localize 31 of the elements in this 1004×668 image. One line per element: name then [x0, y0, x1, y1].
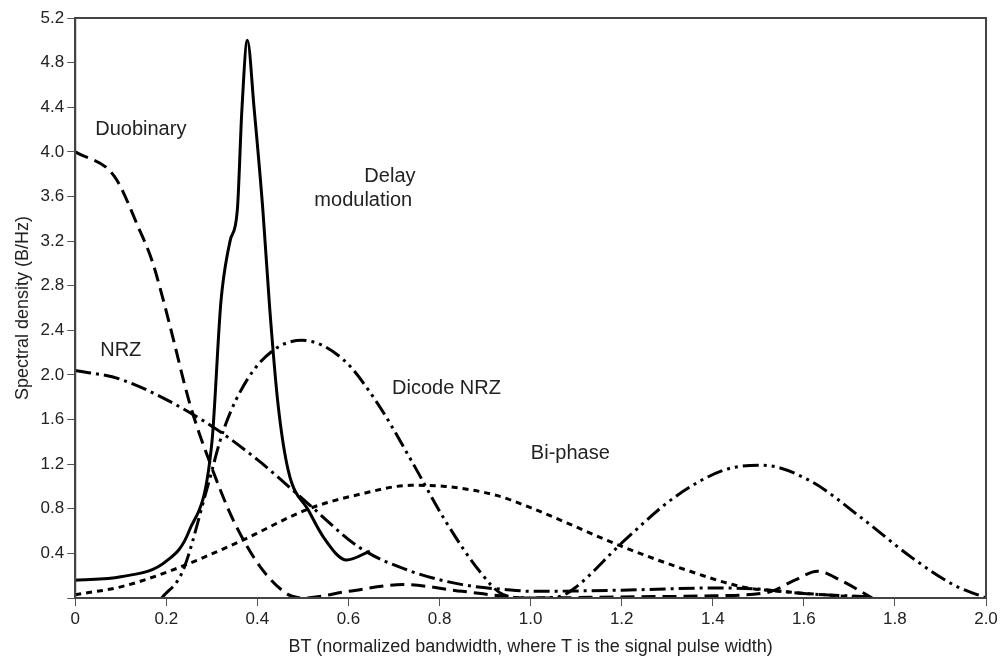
y-tick-label: 4.0	[40, 141, 65, 161]
y-tick-label: 1.6	[40, 409, 65, 429]
y-tick-label: 3.2	[40, 230, 65, 250]
x-tick-label: 0.4	[245, 608, 270, 628]
text: Bi-phase	[530, 440, 610, 463]
x-tick-label: 0.6	[336, 608, 361, 628]
series-label: NRZ	[100, 337, 142, 360]
y-axis-title: Spectral density (B/Hz)	[11, 215, 32, 401]
series-label: Dicode NRZ	[392, 375, 501, 398]
x-tick-label: 1.6	[792, 608, 816, 628]
x-tick-label: 1.2	[609, 608, 634, 628]
y-tick-label: 2.4	[40, 320, 65, 339]
x-tick-label: 0.2	[154, 608, 179, 628]
y-tick-label: 0.4	[40, 543, 65, 563]
x-tick-label: 0.8	[427, 608, 452, 628]
x-tick-label: 1.0	[518, 608, 543, 628]
text: Delay modulation	[314, 163, 416, 210]
y-tick-label: 4.8	[40, 52, 65, 72]
y-tick-label: 1.2	[40, 453, 65, 473]
x-tick-label: 1.8	[883, 608, 907, 628]
y-tick-label: 2.8	[40, 275, 65, 295]
x-tick-label: 1.4	[700, 608, 725, 628]
x-axis-title: BT (normalized bandwidth, where T is the signal pulse width)	[288, 636, 773, 657]
x-tick-label: 2.0	[974, 608, 998, 628]
y-tick-label: 2.0	[40, 364, 65, 384]
y-tick-label: 4.4	[40, 96, 65, 116]
y-tick-label: 3.6	[40, 186, 65, 206]
y-tick-label: 5.2	[40, 7, 65, 27]
y-tick-label: 0.8	[40, 498, 65, 518]
x-tick-label: 0	[70, 608, 80, 628]
series-label: Duobinary	[95, 117, 187, 140]
